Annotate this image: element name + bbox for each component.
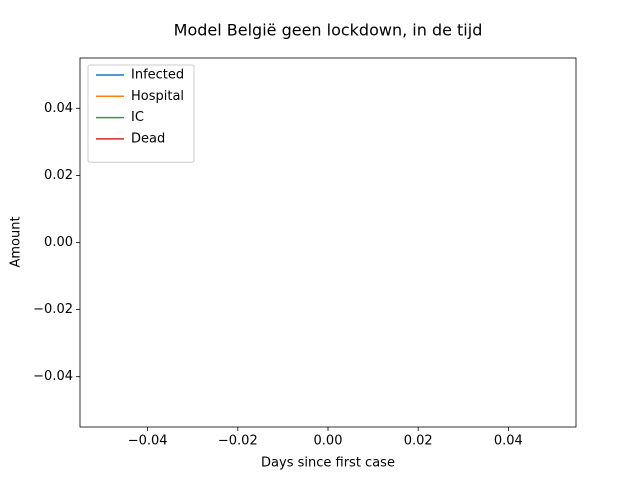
y-axis-label: Amount xyxy=(9,216,24,267)
y-tick-label: 0.00 xyxy=(44,235,73,250)
legend-box xyxy=(87,64,195,163)
y-tick-label: 0.04 xyxy=(44,101,73,116)
legend: Infected Hospital IC Dead xyxy=(87,64,195,163)
x-tick-label: −0.02 xyxy=(218,434,258,449)
legend-label: Hospital xyxy=(131,89,184,104)
x-tick-label: −0.04 xyxy=(128,434,168,449)
x-axis-label: Days since first case xyxy=(261,456,395,471)
plot-frame xyxy=(79,57,577,428)
x-tick-label: 0.04 xyxy=(494,434,523,449)
legend-label: IC xyxy=(131,110,144,125)
x-tick-label: 0.00 xyxy=(314,434,343,449)
chart-title: Model België geen lockdown, in de tijd xyxy=(174,21,483,40)
legend-label: Infected xyxy=(131,68,184,83)
y-tick-label: 0.02 xyxy=(44,168,73,183)
y-tick-label: −0.04 xyxy=(33,369,73,384)
x-tick-label: 0.02 xyxy=(404,434,433,449)
y-tick-label: −0.02 xyxy=(33,302,73,317)
legend-label: Dead xyxy=(131,131,165,146)
